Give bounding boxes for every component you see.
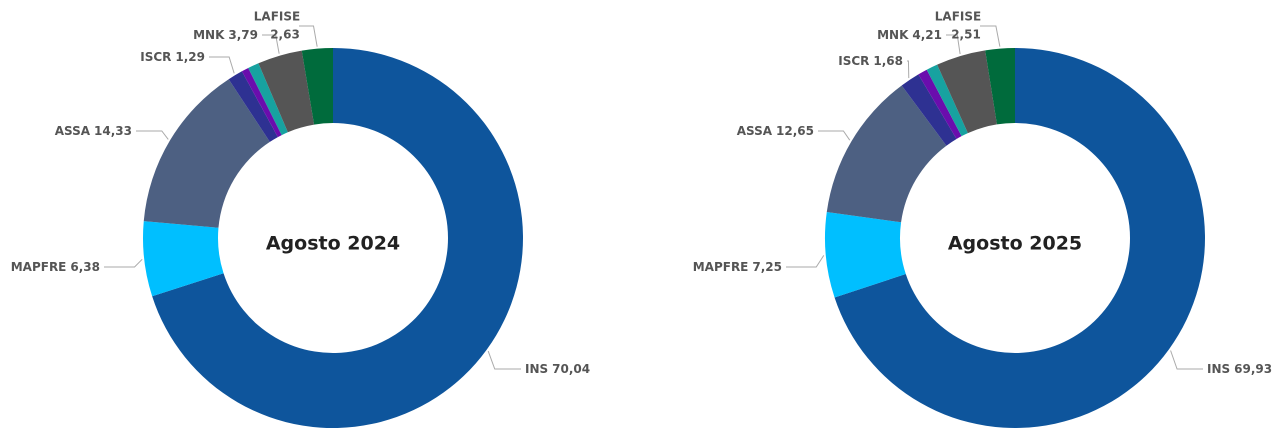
donut-segment [834,47,1205,428]
leader-line [209,56,235,74]
segment-value-label: 6,38 [70,260,100,274]
segment-value-label: 2,51 [951,28,981,42]
donut-segment [228,71,278,142]
segment-label: LAFISE [935,10,981,24]
donut-segment [258,50,315,133]
donut-segment [143,79,270,228]
segment-label: MAPFRE [11,260,67,274]
segment-label: MAPFRE [693,260,749,274]
leader-line [487,350,521,370]
segment-label-group: ASSA 14,33 [55,124,132,138]
leader-line [946,34,961,55]
leader-line [299,25,318,47]
leader-line [136,130,169,140]
donut-segment [248,63,288,136]
segment-value-label: 12,65 [776,124,814,138]
leader-line [980,25,1001,47]
segment-label: ASSA [55,124,91,138]
segment-value-label: 1,29 [175,50,205,64]
segment-value-label: 7,25 [752,260,782,274]
segment-label: LAFISE [254,10,300,24]
donut-segment [301,48,333,125]
donut-segment [926,64,968,137]
segment-label: INS [1207,362,1230,376]
segment-value-label: 69,93 [1234,362,1272,376]
segment-value-label: 4,21 [912,28,942,42]
segment-value-label: 70,04 [552,362,590,376]
segment-label: INS [525,362,548,376]
donut-segment [901,74,957,146]
donut-segment [825,212,906,298]
donut-segment [241,67,282,138]
segment-value-label: 14,33 [94,124,132,138]
donut-chart: INS 70,04 MAPFRE 6,38 ASSA 14,33 ISCR 1,29 MNK 3,… [11,10,590,428]
segment-label-group: MNK 4,21 [877,28,942,42]
segment-label: ASSA [737,124,773,138]
segment-label-group: MAPFRE 6,38 [11,260,100,274]
donut-segment [937,50,997,134]
segment-label: ISCR [838,54,869,68]
chart-title: Agosto 2024 [266,233,400,255]
segment-label-group: ASSA 12,65 [737,124,814,138]
segment-label-group: MAPFRE 7,25 [693,260,782,274]
donut-segment [143,221,224,297]
segment-label: MNK [877,28,909,42]
segment-label-group: ISCR 1,68 [838,54,903,68]
chart-title: Agosto 2025 [948,233,1082,255]
segment-value-label: 2,63 [270,28,300,42]
leader-line [262,34,280,54]
leader-line [907,60,910,79]
segment-label-group: INS 70,04 [525,362,590,376]
donut-segment [918,69,962,139]
segment-label-group: ISCR 1,29 [140,50,205,64]
segment-label: MNK [193,28,225,42]
segment-label: ISCR [140,50,171,64]
donut-segment [826,85,947,223]
leader-line [786,255,825,268]
leader-line [818,130,851,141]
segment-value-label: 3,79 [228,28,258,42]
segment-label-group: INS 69,93 [1207,362,1272,376]
leader-line [104,258,143,268]
donut-segment [152,48,523,428]
donut-segment [985,48,1015,125]
segment-value-label: 1,68 [873,54,903,68]
leader-line [1170,350,1203,370]
segment-label-group: MNK 3,79 [193,28,258,42]
donut-chart: INS 69,93 MAPFRE 7,25 ASSA 12,65 ISCR 1,68 MNK 4,… [693,10,1272,428]
